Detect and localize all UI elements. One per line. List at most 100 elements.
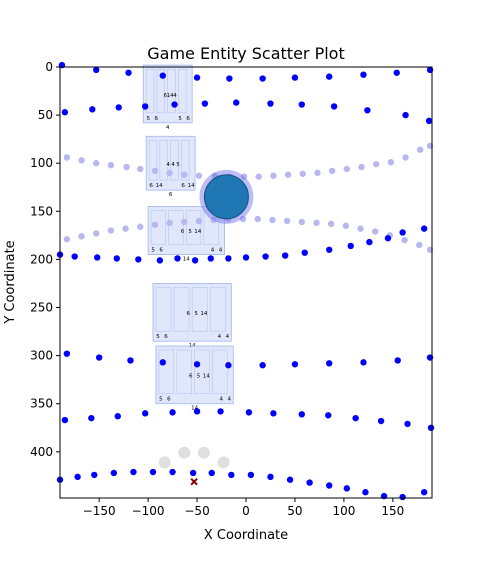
sprite-tile <box>194 349 210 395</box>
entity-dot <box>425 117 433 125</box>
faint-entity-dot <box>93 230 100 237</box>
entity-dot <box>156 257 164 264</box>
faint-entity-dot <box>63 236 71 243</box>
entity-dot <box>149 468 157 476</box>
ghost-entity-dot <box>158 456 171 469</box>
sprite-tile <box>167 68 176 114</box>
entity-dot <box>242 254 250 261</box>
entity-dot <box>326 482 333 489</box>
entity-dot <box>291 74 299 81</box>
sprite-label: 5 <box>156 334 160 340</box>
entity-dot <box>226 75 233 82</box>
sprite-label: 14 <box>188 183 195 189</box>
y-tick-label: 400 <box>30 445 53 459</box>
sprite-label: 5 <box>194 311 198 317</box>
entity-dot <box>225 362 232 369</box>
entity-dot <box>301 249 308 256</box>
faint-entity-dot <box>151 167 159 175</box>
faint-entity-dot <box>78 157 85 164</box>
entity-dot <box>125 69 132 76</box>
faint-entity-dot <box>166 169 173 177</box>
faint-entity-dot <box>314 169 321 177</box>
entity-dot <box>362 489 369 496</box>
sprite-label: 6 <box>159 248 163 254</box>
entity-dot <box>225 255 232 262</box>
entity-dot <box>74 473 81 481</box>
entity-dot <box>306 479 313 486</box>
sprite-label: 14 <box>167 93 174 99</box>
entity-dot <box>399 493 406 501</box>
entity-dot <box>193 361 201 368</box>
sprite-tile <box>159 139 168 181</box>
sprite-label: 4 <box>211 248 215 254</box>
sprite-label: 6 <box>186 311 190 317</box>
entity-dot <box>115 104 122 111</box>
sprite-tile <box>148 139 158 181</box>
entity-dot <box>191 257 199 264</box>
sprite-label: 5 <box>197 374 201 380</box>
faint-entity-dot <box>357 225 364 232</box>
entity-dot <box>298 101 305 108</box>
sprite-label: 14 <box>156 183 163 189</box>
entity-dot <box>141 103 149 110</box>
sprite-label: 4 <box>218 334 222 340</box>
entity-dot <box>326 73 333 80</box>
faint-entity-dot <box>122 225 129 232</box>
x-axis: −150 −100 −50 0 50 100 150 <box>83 498 404 518</box>
faint-entity-dot <box>269 216 276 224</box>
x-tick-label: 50 <box>287 504 302 518</box>
entity-dot <box>281 252 289 259</box>
sprite-label: 6 <box>163 93 167 99</box>
faint-entity-dot <box>284 171 292 178</box>
faint-entity-dot <box>402 154 409 161</box>
y-tick-label: 200 <box>30 252 53 266</box>
sprite-tile <box>191 287 208 332</box>
sprite-label: 14 <box>191 406 198 412</box>
entity-dot <box>420 489 428 496</box>
y-tick-label: 250 <box>30 301 53 315</box>
x-tick-label: 150 <box>381 504 404 518</box>
entity-dot <box>135 256 142 263</box>
sprite-label: 6 <box>164 334 168 340</box>
y-tick-label: 50 <box>38 108 53 122</box>
faint-entity-dot <box>195 172 203 179</box>
large-entity-dot <box>203 174 249 220</box>
sprite-tile <box>145 68 155 114</box>
faint-entity-dot <box>63 154 71 161</box>
faint-entity-dot <box>137 223 144 230</box>
entity-dot <box>110 469 118 477</box>
sprite-tile <box>176 349 192 395</box>
sprite-label: 14 <box>200 311 207 317</box>
sprite-label: 14 <box>203 374 210 380</box>
entity-dot <box>193 408 201 415</box>
faint-entity-dot <box>255 173 262 180</box>
entity-dot <box>169 409 176 416</box>
sprite-panels: 5661444566144456614566514144456651414445… <box>142 64 234 412</box>
entity-dot <box>330 103 338 110</box>
entity-dot <box>291 361 299 368</box>
entity-dot <box>159 359 166 366</box>
entity-dot <box>113 255 120 262</box>
faint-entity-dot <box>107 161 115 169</box>
sprite-tile <box>156 68 165 114</box>
sprite-label: 5 <box>188 229 192 235</box>
entity-dot <box>193 74 201 81</box>
sprite-label: 14 <box>183 257 190 263</box>
sprite-label: 4 <box>219 248 223 254</box>
sprite-label: 4 <box>220 397 224 403</box>
entity-dot <box>201 100 209 107</box>
entity-dot <box>270 410 277 417</box>
entity-dot <box>259 75 266 82</box>
entity-dot <box>267 100 274 107</box>
entity-dot <box>159 72 166 79</box>
entity-dot <box>399 229 406 236</box>
entity-dot <box>420 225 428 232</box>
faint-entity-dot <box>327 220 335 228</box>
y-axis-label: Y Coordinate <box>3 240 18 324</box>
entity-dot <box>326 360 333 367</box>
entity-dot <box>93 66 100 74</box>
entity-dot <box>364 107 371 114</box>
sprite-label: 6 <box>186 116 190 122</box>
faint-entity-dot <box>373 160 380 168</box>
entity-dot <box>228 471 235 479</box>
